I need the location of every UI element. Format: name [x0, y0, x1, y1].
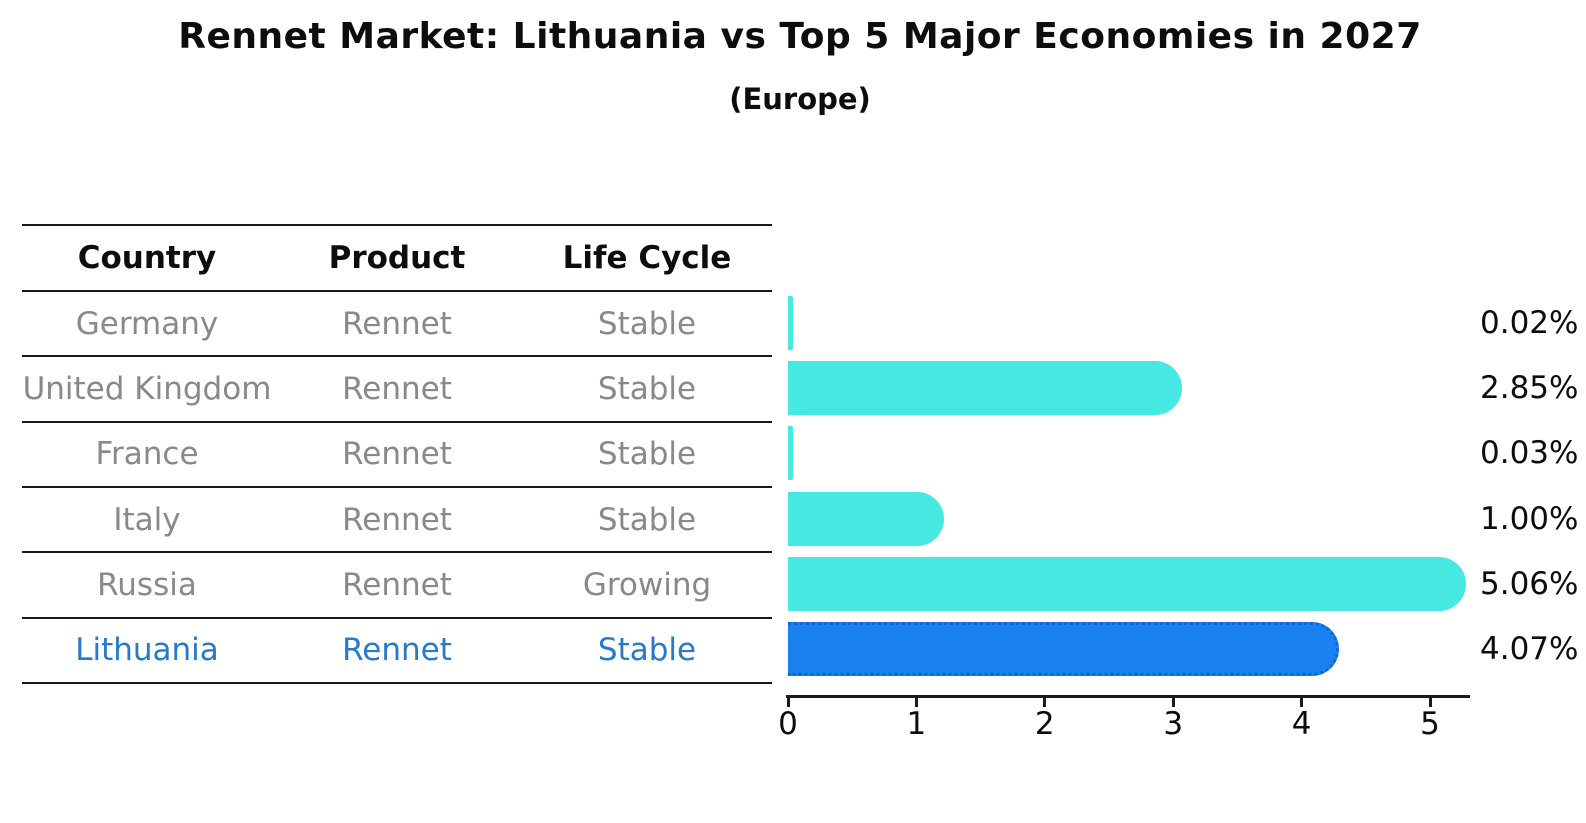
value-label-italy: 1.00% — [1480, 500, 1579, 537]
bar-germany — [788, 295, 793, 350]
table-row-russia: Russia Rennet Growing — [22, 553, 772, 619]
table-cell-product: Rennet — [342, 436, 452, 473]
table-cell-life-cycle: Stable — [597, 436, 697, 473]
x-axis-line — [786, 695, 1470, 698]
table-row-france: France Rennet Stable — [22, 423, 772, 488]
value-label-lithuania: 4.07% — [1480, 631, 1579, 668]
bar-russia — [788, 556, 1466, 611]
table-cell-product: Rennet — [342, 370, 452, 407]
bar-united-kingdom — [788, 360, 1182, 415]
x-tick-mark-1 — [914, 698, 918, 707]
bar-france — [788, 426, 793, 481]
table-header-life-cycle: Life Cycle — [562, 240, 732, 276]
x-tick-label-3: 3 — [1163, 706, 1184, 742]
x-tick-mark-5 — [1428, 698, 1432, 707]
chart-title: Rennet Market: Lithuania vs Top 5 Major … — [178, 16, 1422, 57]
table-cell-country: Lithuania — [75, 632, 219, 669]
table-header-product: Product — [328, 240, 466, 276]
table-cell-country: France — [95, 436, 199, 473]
chart-subtitle: (Europe) — [729, 82, 871, 116]
table-cell-product: Rennet — [342, 566, 452, 603]
x-tick-label-1: 1 — [906, 706, 927, 742]
table-cell-life-cycle: Stable — [597, 632, 697, 669]
table-row-germany: Germany Rennet Stable — [22, 292, 772, 358]
x-tick-label-2: 2 — [1034, 706, 1055, 742]
table-row-italy: Italy Rennet Stable — [22, 488, 772, 554]
bar-plot: 0.02% 2.85% 0.03% 1.00% 5.06% 4.07% — [788, 290, 1586, 682]
value-label-russia: 5.06% — [1480, 565, 1579, 602]
table-body: Germany Rennet Stable United Kingdom Rennet S… — [22, 292, 772, 684]
x-tick-label-5: 5 — [1420, 706, 1440, 742]
value-label-united-kingdom: 2.85% — [1480, 369, 1579, 406]
x-tick-label-0: 0 — [778, 706, 798, 742]
table-cell-product: Rennet — [342, 305, 452, 342]
table-cell-country: Italy — [113, 501, 181, 538]
country-table: Country Product Life Cycle Germany Rennet… — [22, 224, 772, 684]
x-tick-label-4: 4 — [1291, 706, 1312, 742]
table-cell-country: Russia — [97, 566, 197, 603]
table-cell-product: Rennet — [342, 632, 452, 669]
table-cell-life-cycle: Growing — [582, 566, 712, 603]
table-cell-life-cycle: Stable — [597, 370, 697, 407]
table-cell-life-cycle: Stable — [597, 501, 697, 538]
bar-lithuania — [788, 622, 1339, 677]
table-row-united-kingdom: United Kingdom Rennet Stable — [22, 357, 772, 423]
table-cell-country: United Kingdom — [22, 370, 272, 407]
table-cell-product: Rennet — [342, 501, 452, 538]
value-label-france: 0.03% — [1480, 435, 1579, 472]
bar-italy — [788, 491, 945, 546]
table-cell-country: Germany — [75, 305, 219, 342]
x-tick-mark-4 — [1300, 698, 1304, 707]
table-header-country: Country — [77, 240, 217, 276]
value-label-germany: 0.02% — [1480, 304, 1579, 341]
x-tick-mark-2 — [1043, 698, 1047, 707]
table-row-lithuania: Lithuania Rennet Stable — [22, 619, 772, 684]
table-cell-life-cycle: Stable — [597, 305, 697, 342]
x-tick-mark-3 — [1171, 698, 1175, 707]
x-tick-mark-0 — [786, 698, 790, 707]
table-header-row: Country Product Life Cycle — [22, 226, 772, 292]
